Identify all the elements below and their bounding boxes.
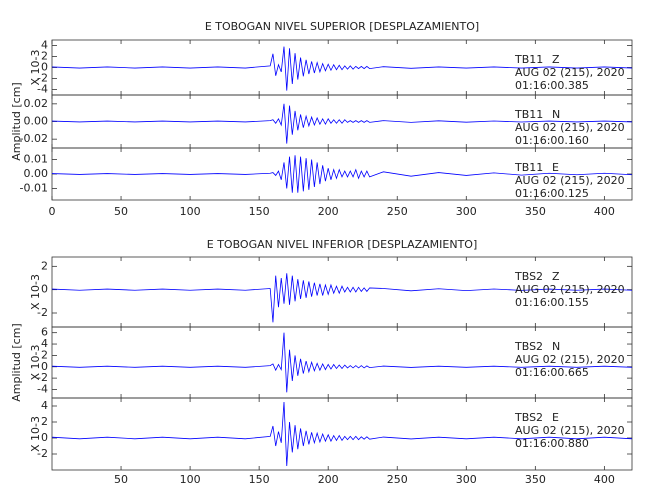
y-tick-label: -2 xyxy=(37,72,48,85)
y-tick-label: 4 xyxy=(41,39,48,52)
y-tick-label: 0 xyxy=(41,360,48,373)
scale-label: X 10-3 xyxy=(29,274,42,310)
component-label: E xyxy=(552,161,559,174)
scale-label: X 10-3 xyxy=(29,345,42,381)
y-axis-label: Amplitud [cm] xyxy=(10,323,23,401)
scale-label: X 10-3 xyxy=(29,416,42,452)
y-tick-label: -4 xyxy=(37,382,48,395)
x-tick-label: 0 xyxy=(49,205,56,218)
component-label: E xyxy=(552,411,559,424)
y-tick-label: -2 xyxy=(37,447,48,460)
component-label: Z xyxy=(552,270,560,283)
x-tick-label: 350 xyxy=(525,205,546,218)
x-tick-label: 200 xyxy=(318,205,339,218)
time-label: 01:16:00.125 xyxy=(515,187,589,200)
date-label: AUG 02 (215), 2020 xyxy=(515,424,625,437)
x-tick-label: 100 xyxy=(180,473,201,486)
time-label: 01:16:00.880 xyxy=(515,437,589,450)
station-label: TBS2 xyxy=(514,270,543,283)
y-tick-label: 0 xyxy=(41,283,48,296)
time-label: 01:16:00.665 xyxy=(515,366,589,379)
y-tick-label: 2 xyxy=(41,348,48,361)
station-label: TB11 xyxy=(514,161,543,174)
chart-title: E TOBOGAN NIVEL SUPERIOR [DESPLAZAMIENTO… xyxy=(205,20,479,33)
component-label: N xyxy=(552,108,560,121)
x-tick-label: 400 xyxy=(594,473,615,486)
date-label: AUG 02 (215), 2020 xyxy=(515,66,625,79)
y-tick-label: 4 xyxy=(41,337,48,350)
y-tick-label: -0.02 xyxy=(20,132,48,145)
x-tick-label: 300 xyxy=(456,473,477,486)
chart-title: E TOBOGAN NIVEL INFERIOR [DESPLAZAMIENTO… xyxy=(207,238,478,251)
station-label: TB11 xyxy=(514,108,543,121)
y-tick-label: 0 xyxy=(41,61,48,74)
component-label: Z xyxy=(552,53,560,66)
x-tick-label: 50 xyxy=(114,473,128,486)
trace xyxy=(51,401,633,467)
x-tick-label: 400 xyxy=(594,205,615,218)
time-label: 01:16:00.160 xyxy=(515,134,589,147)
station-label: TB11 xyxy=(514,53,543,66)
x-tick-label: 250 xyxy=(387,473,408,486)
x-tick-label: 50 xyxy=(114,205,128,218)
y-tick-label: 0.00 xyxy=(24,167,49,180)
y-tick-label: 0.00 xyxy=(24,115,49,128)
x-tick-label: 300 xyxy=(456,205,477,218)
date-label: AUG 02 (215), 2020 xyxy=(515,174,625,187)
date-label: AUG 02 (215), 2020 xyxy=(515,353,625,366)
y-tick-label: 4 xyxy=(41,399,48,412)
trace xyxy=(51,155,633,193)
x-tick-label: 100 xyxy=(180,205,201,218)
date-label: AUG 02 (215), 2020 xyxy=(515,283,625,296)
station-label: TBS2 xyxy=(514,411,543,424)
x-tick-label: 150 xyxy=(249,473,270,486)
y-tick-label: 0 xyxy=(41,431,48,444)
x-tick-label: 150 xyxy=(249,205,270,218)
x-tick-label: 350 xyxy=(525,473,546,486)
x-tick-label: 250 xyxy=(387,205,408,218)
component-label: N xyxy=(552,340,560,353)
y-tick-label: -4 xyxy=(37,83,48,96)
trace xyxy=(51,332,633,393)
y-tick-label: 2 xyxy=(41,50,48,63)
station-label: TBS2 xyxy=(514,340,543,353)
y-tick-label: 2 xyxy=(41,259,48,272)
y-tick-label: -2 xyxy=(37,306,48,319)
y-tick-label: -0.01 xyxy=(20,181,48,194)
scale-label: X 10-3 xyxy=(29,50,42,86)
trace xyxy=(51,273,633,323)
panel-frame xyxy=(51,397,633,471)
y-tick-label: 2 xyxy=(41,415,48,428)
x-tick-label: 200 xyxy=(318,473,339,486)
y-tick-label: 0.01 xyxy=(24,153,49,166)
y-axis-label: Amplitud [cm] xyxy=(10,82,23,160)
y-tick-label: 0.02 xyxy=(24,97,49,110)
y-tick-label: -2 xyxy=(37,371,48,384)
y-tick-label: 6 xyxy=(41,326,48,339)
time-label: 01:16:00.385 xyxy=(515,79,589,92)
date-label: AUG 02 (215), 2020 xyxy=(515,121,625,134)
trace xyxy=(51,46,633,91)
trace xyxy=(51,103,633,144)
time-label: 01:16:00.155 xyxy=(515,296,589,309)
